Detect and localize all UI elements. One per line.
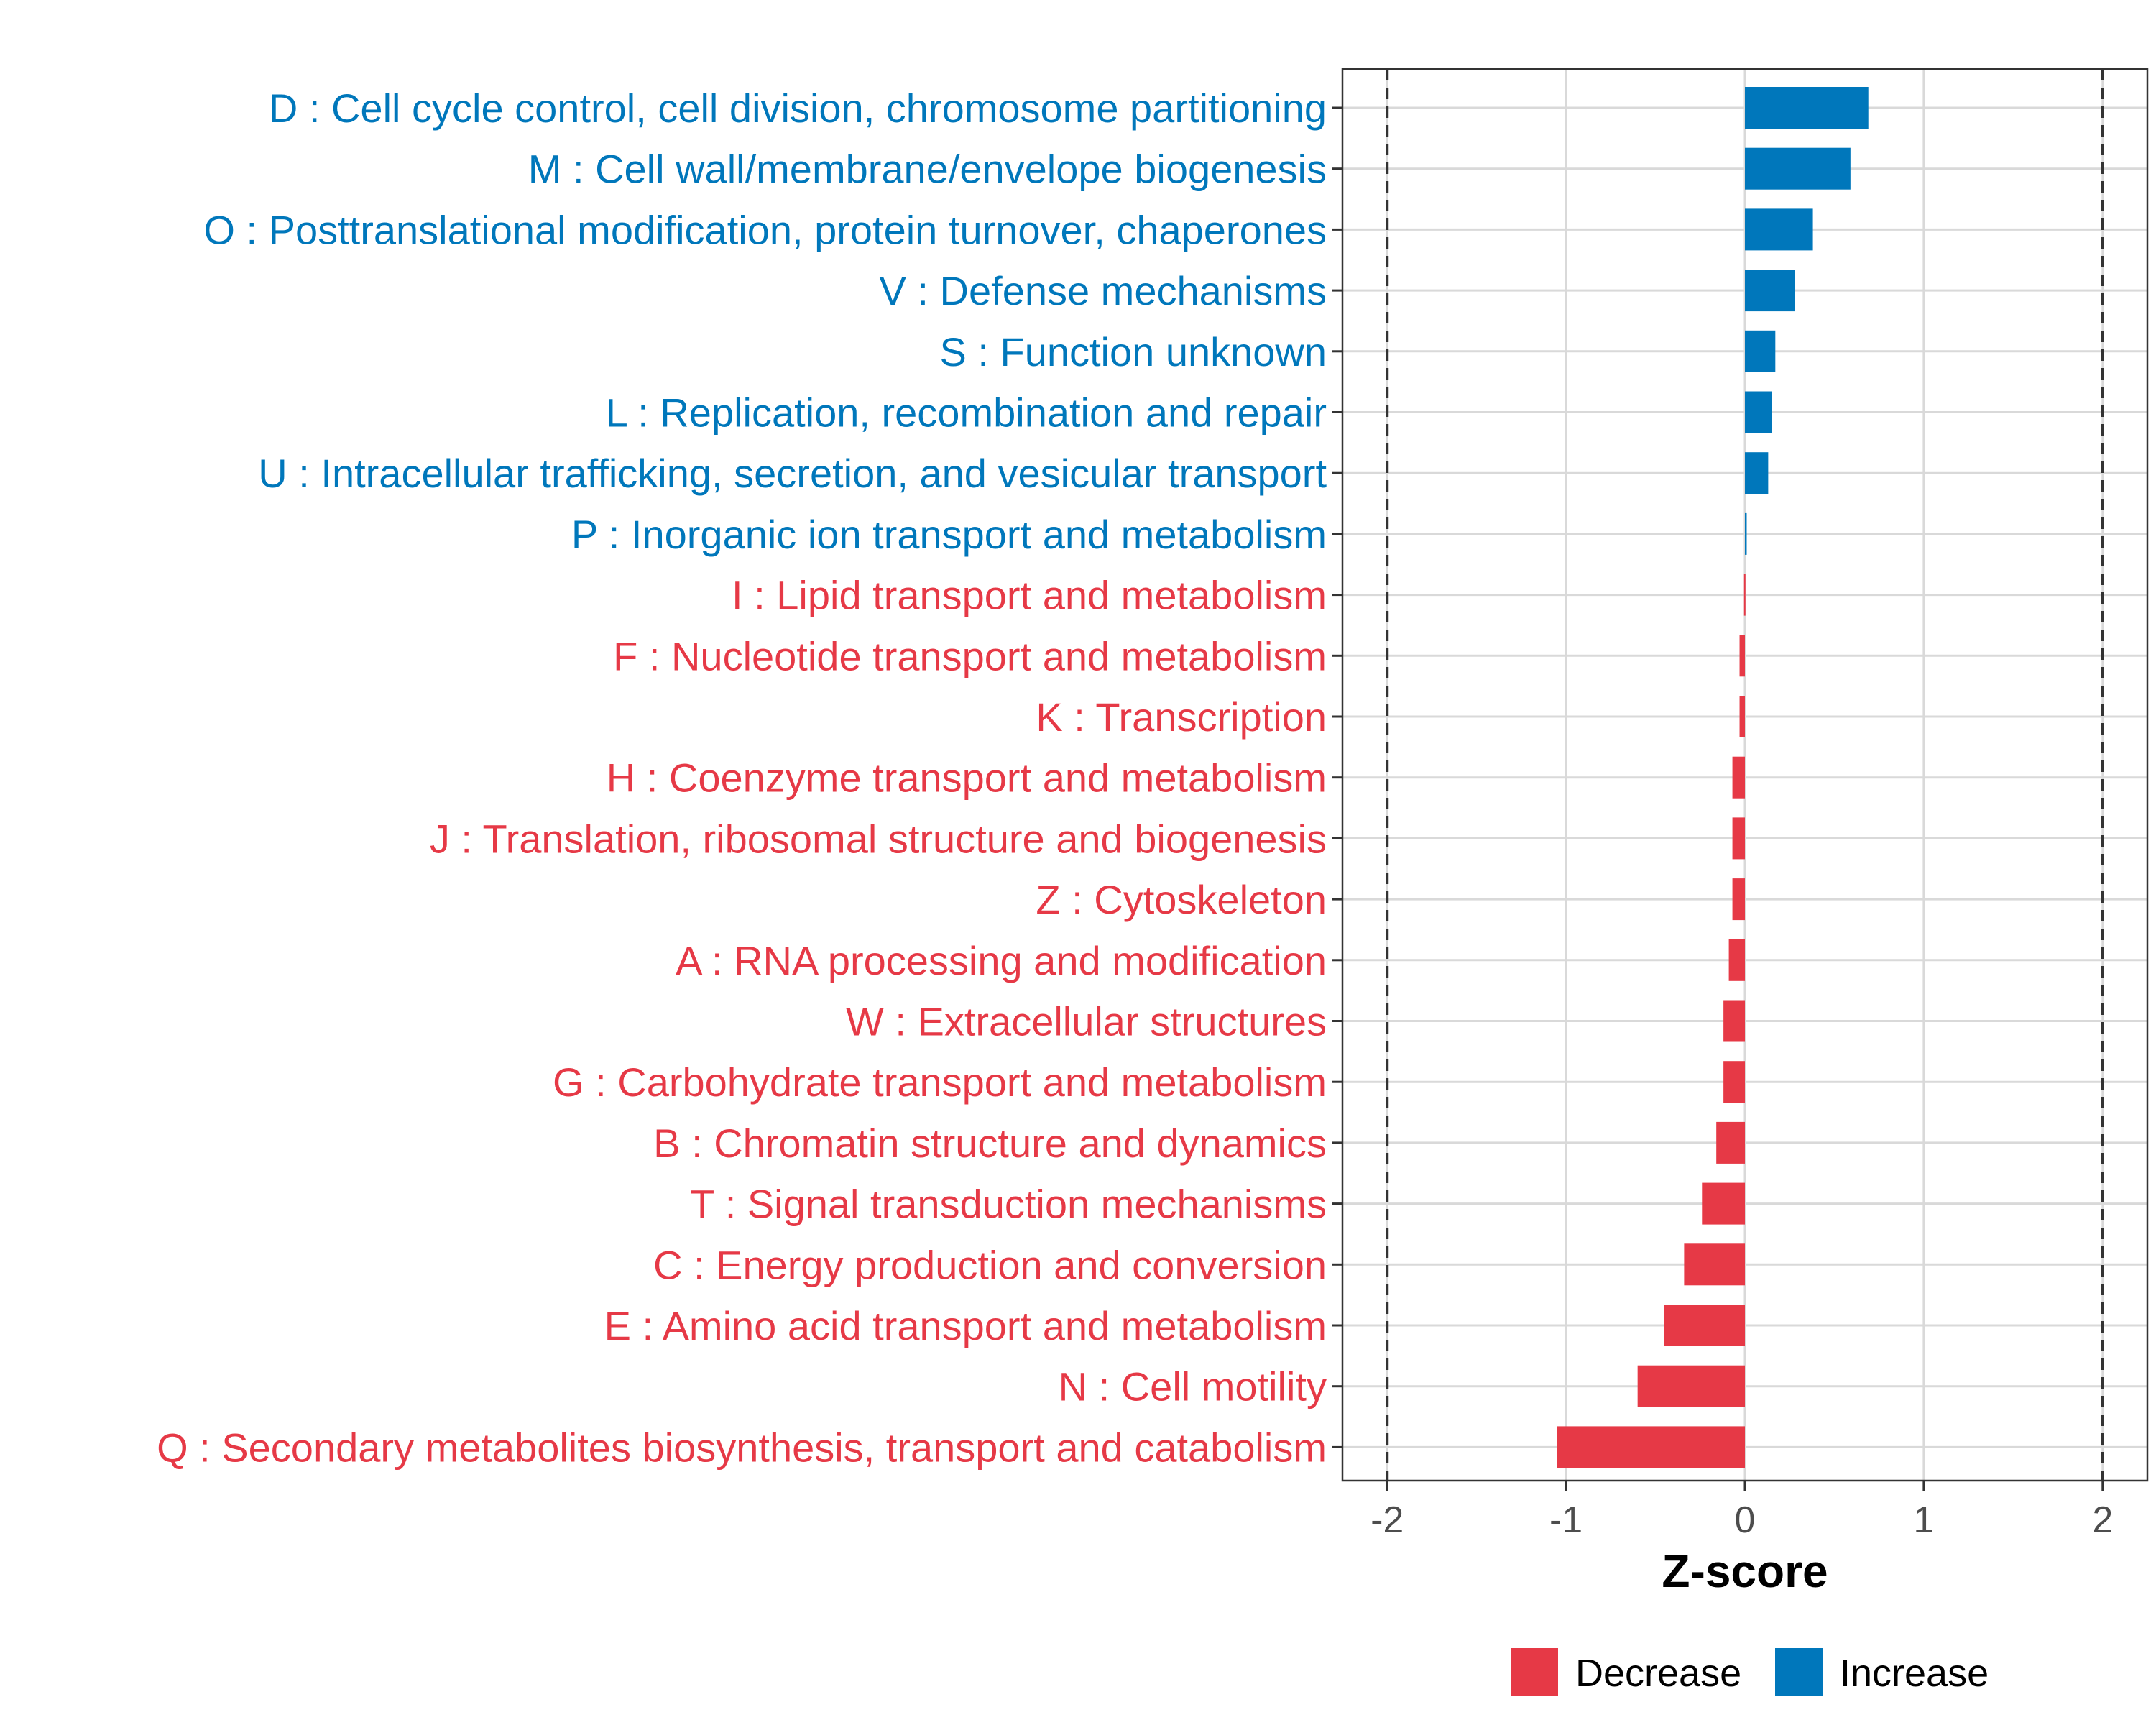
category-label: K : Transcription — [1036, 694, 1327, 740]
legend-swatch — [1511, 1648, 1558, 1696]
category-label: I : Lipid transport and metabolism — [732, 573, 1327, 618]
category-label: Z : Cytoskeleton — [1036, 877, 1327, 922]
category-label: E : Amino acid transport and metabolism — [604, 1303, 1327, 1348]
bar — [1723, 1061, 1745, 1103]
bar — [1637, 1365, 1745, 1407]
category-label: M : Cell wall/membrane/envelope biogenes… — [528, 147, 1327, 192]
x-tick-label: 2 — [2092, 1499, 2113, 1541]
bar — [1745, 512, 1747, 555]
x-tick-label: 0 — [1735, 1499, 1756, 1541]
bar — [1745, 330, 1776, 372]
legend: Decrease Increase — [1511, 1648, 1989, 1696]
category-label: G : Carbohydrate transport and metabolis… — [553, 1059, 1327, 1105]
category-label: T : Signal transduction mechanisms — [690, 1182, 1327, 1227]
x-tick-label: -2 — [1370, 1499, 1404, 1541]
category-label: N : Cell motility — [1059, 1364, 1327, 1409]
bar — [1723, 1000, 1745, 1042]
category-label: F : Nucleotide transport and metabolism — [613, 633, 1327, 678]
bar — [1739, 696, 1745, 737]
category-label: W : Extracellular structures — [846, 999, 1327, 1044]
x-tick-label: 1 — [1913, 1499, 1934, 1541]
category-label: B : Chromatin structure and dynamics — [653, 1121, 1327, 1166]
category-label: Q : Secondary metabolites biosynthesis, … — [157, 1425, 1327, 1470]
bar — [1743, 574, 1746, 616]
bar — [1739, 635, 1745, 677]
x-axis-ticks: -2 -1 0 1 2 — [1370, 1481, 2113, 1541]
x-tick-label: -1 — [1549, 1499, 1583, 1541]
bar — [1745, 391, 1772, 433]
bar — [1745, 147, 1851, 190]
x-axis-title: Z-score — [1662, 1545, 1828, 1597]
legend-label: Increase — [1840, 1652, 1989, 1695]
bar — [1557, 1426, 1745, 1468]
bar — [1732, 756, 1745, 799]
category-label: C : Energy production and conversion — [653, 1242, 1327, 1287]
bar — [1716, 1121, 1745, 1164]
bars — [1557, 87, 1869, 1468]
bar — [1745, 452, 1769, 494]
bar — [1664, 1305, 1745, 1346]
bar — [1745, 208, 1813, 251]
category-label: O : Posttranslational modification, prot… — [203, 207, 1327, 252]
category-label: U : Intracellular trafficking, secretion… — [258, 451, 1327, 496]
bar — [1728, 939, 1745, 981]
category-label: H : Coenzyme transport and metabolism — [607, 755, 1327, 801]
y-axis-labels: D : Cell cycle control, cell division, c… — [157, 86, 1327, 1470]
bar — [1745, 270, 1795, 312]
category-label: A : RNA processing and modification — [676, 938, 1327, 983]
bar — [1684, 1243, 1745, 1286]
legend-label: Decrease — [1575, 1652, 1741, 1695]
category-label: P : Inorganic ion transport and metaboli… — [571, 512, 1327, 557]
category-label: V : Defense mechanisms — [880, 268, 1327, 313]
category-label: D : Cell cycle control, cell division, c… — [269, 86, 1327, 131]
category-label: J : Translation, ribosomal structure and… — [430, 816, 1327, 861]
y-axis-ticks — [1332, 106, 1342, 1448]
bar — [1745, 87, 1869, 129]
reference-lines — [1386, 69, 2104, 1481]
bar — [1732, 817, 1745, 860]
bar — [1702, 1182, 1745, 1225]
legend-swatch — [1775, 1648, 1823, 1696]
category-label: L : Replication, recombination and repai… — [606, 390, 1327, 436]
category-label: S : Function unknown — [939, 329, 1327, 374]
bar — [1732, 878, 1745, 921]
